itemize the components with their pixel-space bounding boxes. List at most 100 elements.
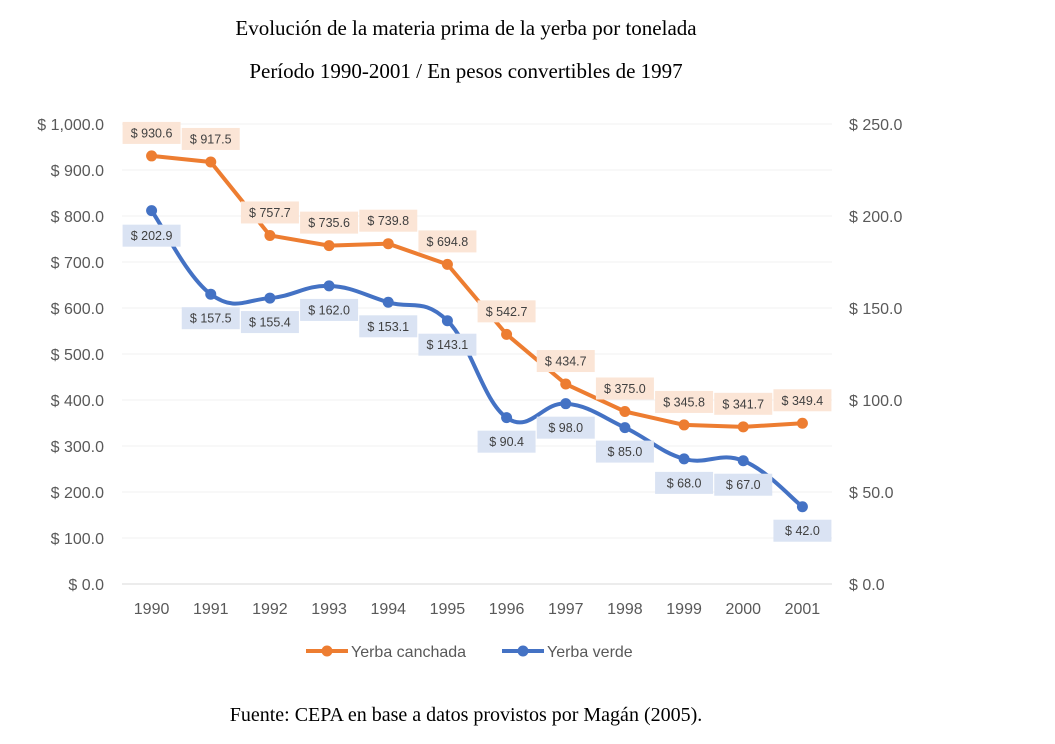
data-point — [560, 398, 572, 410]
data-label-bg — [477, 300, 536, 323]
data-point — [796, 417, 808, 429]
data-point — [323, 240, 335, 252]
data-label: $ 349.4 — [782, 394, 824, 408]
data-point — [146, 150, 158, 162]
data-label: $ 155.4 — [249, 316, 291, 330]
data-label-bg — [655, 390, 714, 413]
data-label-bg — [181, 307, 240, 330]
y-right-tick-label: $ 150.0 — [849, 301, 902, 318]
data-label-bg — [655, 471, 714, 494]
series-line-yerba-canchada — [149, 153, 805, 429]
y-right-tick-label: $ 100.0 — [849, 393, 902, 410]
data-label: $ 757.7 — [249, 206, 291, 220]
data-label: $ 542.7 — [486, 305, 528, 319]
data-point — [264, 229, 276, 241]
legend-swatch-marker — [321, 645, 333, 657]
y-left-tick-label: $ 200.0 — [51, 485, 104, 502]
data-point — [501, 328, 513, 340]
data-label: $ 42.0 — [785, 524, 820, 538]
data-label: $ 90.4 — [489, 435, 524, 449]
data-point — [264, 292, 276, 304]
data-label-bg — [595, 440, 654, 463]
data-label: $ 694.8 — [427, 235, 469, 249]
x-tick-label: 1995 — [430, 601, 466, 618]
x-tick-label: 1998 — [607, 601, 643, 618]
data-label-bg — [300, 298, 359, 321]
data-label-bg — [536, 350, 595, 373]
data-label: $ 67.0 — [726, 478, 761, 492]
data-point — [501, 412, 513, 424]
data-label: $ 143.1 — [427, 338, 469, 352]
data-point — [205, 156, 217, 168]
data-label-bg — [359, 315, 418, 338]
data-point — [382, 296, 394, 308]
x-tick-label: 1991 — [193, 601, 229, 618]
data-label: $ 739.8 — [367, 214, 409, 228]
data-point — [737, 421, 749, 433]
data-label: $ 202.9 — [131, 229, 173, 243]
y-left-tick-label: $ 100.0 — [51, 531, 104, 548]
source-note: Fuente: CEPA en base a datos provistos p… — [229, 704, 703, 726]
x-tick-label: 1999 — [666, 601, 702, 618]
data-label: $ 85.0 — [608, 445, 643, 459]
data-point — [678, 419, 690, 431]
data-point — [619, 422, 631, 434]
data-point — [737, 455, 749, 467]
data-point — [560, 378, 572, 390]
data-label-bg — [595, 377, 654, 400]
y-left-tick-label: $ 1,000.0 — [37, 117, 104, 134]
data-point — [441, 258, 453, 270]
line-chart: $ 0.0 $ 100.0 $ 200.0 $ 300.0 $ 400.0 $ 500.0… — [37, 117, 902, 661]
data-label-bg — [418, 230, 477, 253]
y-left-tick-label: $ 800.0 — [51, 209, 104, 226]
x-tick-label: 1990 — [134, 601, 170, 618]
y-left-tick-label: $ 500.0 — [51, 347, 104, 364]
data-label: $ 917.5 — [190, 132, 232, 146]
y-left-tick-label: $ 300.0 — [51, 439, 104, 456]
data-point — [796, 501, 808, 513]
x-tick-label: 2000 — [725, 601, 761, 618]
data-label: $ 375.0 — [604, 382, 646, 396]
data-label: $ 434.7 — [545, 355, 587, 369]
y-left-tick-label: $ 400.0 — [51, 393, 104, 410]
data-label: $ 930.6 — [131, 126, 173, 140]
data-label-bg — [714, 392, 773, 415]
legend-label: Yerba canchada — [351, 644, 466, 661]
x-tick-label: 2001 — [785, 601, 821, 618]
data-point — [146, 205, 158, 217]
data-label-bg — [477, 430, 536, 453]
chart-title: Evolución de la materia prima de la yerb… — [235, 16, 697, 40]
data-point — [619, 406, 631, 417]
y-left-tick-label: $ 600.0 — [51, 301, 104, 318]
data-point — [205, 288, 217, 300]
data-point — [323, 280, 335, 292]
y-left-tick-label: $ 700.0 — [51, 255, 104, 272]
x-tick-label: 1997 — [548, 601, 584, 618]
y-left-tick-label: $ 0.0 — [68, 577, 104, 594]
data-label-bg — [240, 201, 299, 224]
data-label-bg — [122, 121, 181, 144]
data-label-bg — [714, 473, 773, 496]
data-label: $ 345.8 — [663, 395, 705, 409]
legend-label: Yerba verde — [547, 644, 633, 661]
data-label-bg — [240, 311, 299, 334]
y-right-tick-label: $ 50.0 — [849, 485, 894, 502]
data-label: $ 68.0 — [667, 476, 702, 490]
data-label-bg — [181, 127, 240, 150]
series-line-yerba-verde — [149, 208, 805, 509]
x-tick-label: 1996 — [489, 601, 525, 618]
y-left-tick-label: $ 900.0 — [51, 163, 104, 180]
data-label: $ 98.0 — [548, 421, 583, 435]
data-label: $ 157.5 — [190, 312, 232, 326]
data-point — [441, 315, 453, 327]
data-point — [678, 453, 690, 465]
data-label-bg — [122, 224, 181, 247]
x-tick-label: 1992 — [252, 601, 288, 618]
data-label: $ 153.1 — [367, 320, 409, 334]
data-point — [382, 238, 394, 250]
data-label-bg — [773, 519, 832, 542]
data-label-bg — [536, 416, 595, 439]
y-right-tick-label: $ 200.0 — [849, 209, 902, 226]
x-tick-label: 1993 — [311, 601, 347, 618]
data-label: $ 162.0 — [308, 303, 350, 317]
